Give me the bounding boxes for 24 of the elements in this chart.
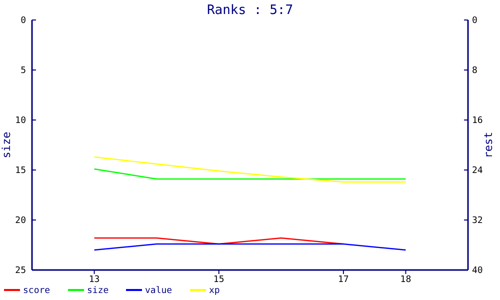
y-tick-label: 0: [20, 16, 26, 26]
y2-axis-title: rest: [482, 132, 495, 158]
x-tick-label: 13: [88, 275, 100, 285]
legend-label: xp: [209, 286, 220, 296]
x-tick-label: 18: [400, 275, 412, 285]
y2-tick-label: 40: [472, 266, 483, 276]
y2-tick-label: 16: [472, 116, 483, 126]
line-series: [94, 156, 406, 183]
y2-tick-label: 0: [472, 16, 478, 26]
y-tick-label: 5: [20, 66, 26, 76]
y-tick-label: 10: [15, 116, 26, 126]
legend-label: size: [87, 286, 109, 296]
y2-tick-label: 8: [472, 66, 478, 76]
y-tick-label: 25: [15, 266, 26, 276]
x-tick-label: 17: [338, 275, 349, 285]
legend-label: value: [145, 286, 172, 296]
legend-label: score: [23, 286, 50, 296]
y-tick-label: 20: [15, 216, 26, 226]
y2-tick-label: 32: [472, 216, 483, 226]
y-axis-title: size: [0, 132, 13, 158]
x-tick-label: 15: [213, 275, 224, 285]
y-tick-label: 15: [15, 166, 26, 176]
y2-tick-label: 24: [472, 166, 483, 176]
chart-title: Ranks : 5:7: [206, 3, 294, 18]
